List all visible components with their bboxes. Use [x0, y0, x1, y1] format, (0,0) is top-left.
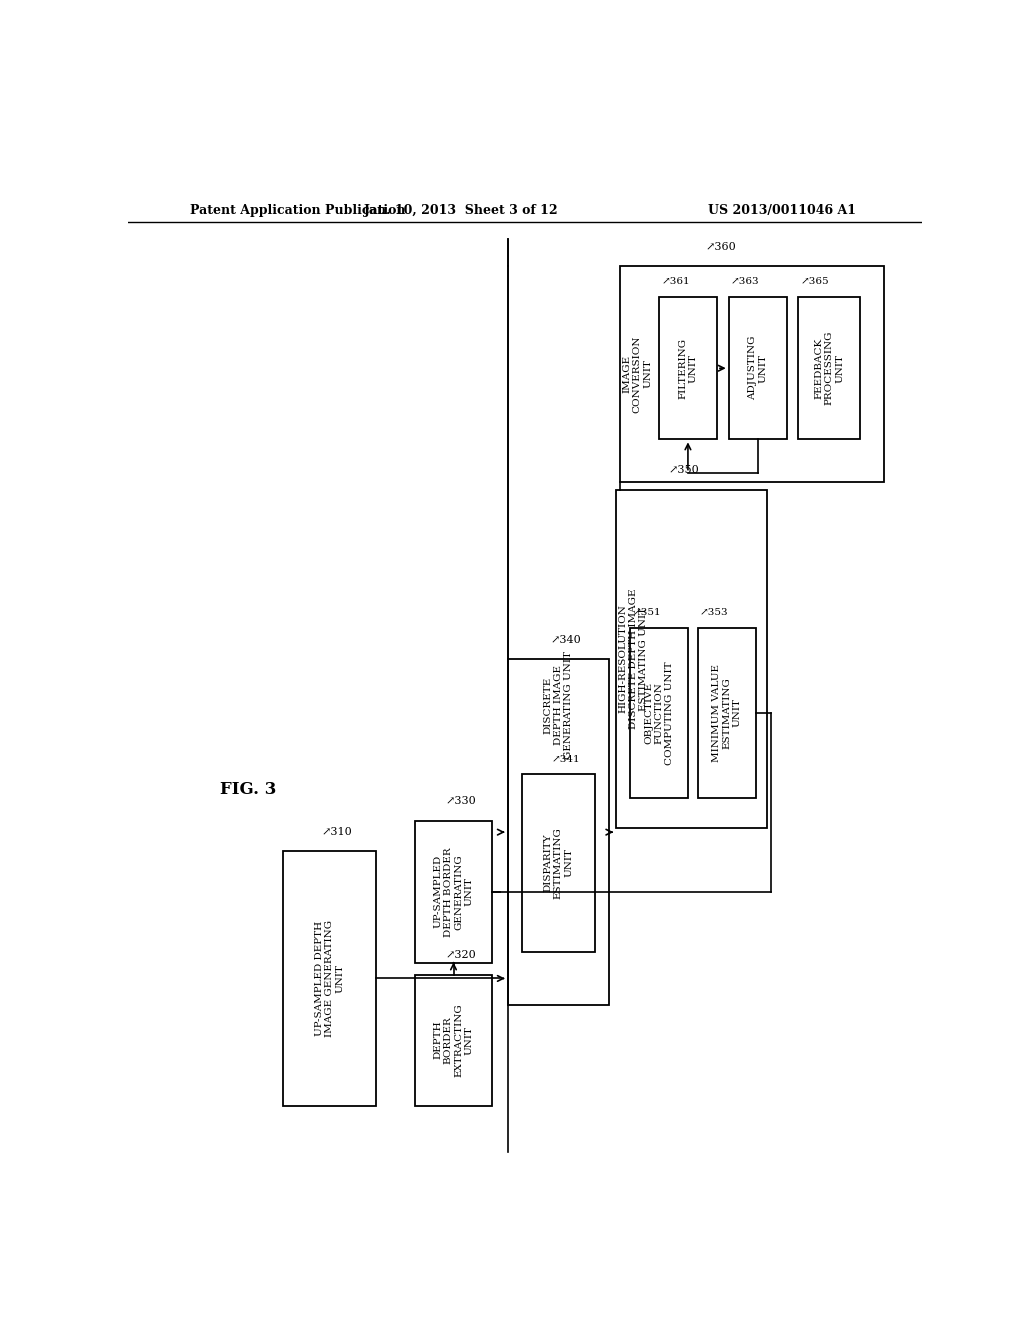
Bar — [508, 659, 608, 1006]
Bar — [616, 490, 767, 829]
Text: ↗350: ↗350 — [669, 465, 699, 475]
Bar — [630, 628, 688, 797]
Text: DEPTH
BORDER
EXTRACTING
UNIT: DEPTH BORDER EXTRACTING UNIT — [433, 1003, 473, 1077]
Bar — [729, 297, 786, 440]
Text: ADJUSTING
UNIT: ADJUSTING UNIT — [748, 337, 767, 400]
Text: US 2013/0011046 A1: US 2013/0011046 A1 — [709, 205, 856, 218]
Text: FILTERING
UNIT: FILTERING UNIT — [678, 338, 697, 399]
Bar — [799, 297, 860, 440]
Bar — [621, 267, 884, 482]
Text: ↗310: ↗310 — [322, 828, 352, 837]
Bar — [521, 775, 595, 952]
Text: ↗320: ↗320 — [445, 950, 476, 961]
Text: Patent Application Publication: Patent Application Publication — [190, 205, 406, 218]
Text: ↗353: ↗353 — [700, 609, 728, 618]
Text: OBJECTIVE
FUNCTION
COMPUTING UNIT: OBJECTIVE FUNCTION COMPUTING UNIT — [644, 661, 674, 764]
Text: ↗360: ↗360 — [706, 242, 736, 252]
Text: ↗351: ↗351 — [633, 609, 662, 618]
Text: ↗341: ↗341 — [552, 755, 581, 763]
Bar — [658, 297, 717, 440]
Bar — [415, 821, 493, 964]
Text: HIGH-RESOLUTION
DISCRETE DEPTH IMAGE
ESTIMATING UNIT: HIGH-RESOLUTION DISCRETE DEPTH IMAGE EST… — [618, 589, 648, 729]
Text: ↗340: ↗340 — [550, 635, 582, 644]
Text: DISCRETE
DEPTH IMAGE
GENERATING UNIT: DISCRETE DEPTH IMAGE GENERATING UNIT — [543, 651, 573, 759]
Text: ↗365: ↗365 — [801, 277, 829, 286]
Text: IMAGE
CONVERSION
UNIT: IMAGE CONVERSION UNIT — [623, 335, 652, 413]
Text: ↗330: ↗330 — [445, 796, 476, 807]
Bar — [283, 851, 376, 1105]
Bar — [415, 974, 493, 1106]
Text: FEEDBACK
PROCESSING
UNIT: FEEDBACK PROCESSING UNIT — [814, 331, 844, 405]
Text: ↗361: ↗361 — [662, 277, 690, 286]
Text: MINIMUM VALUE
ESTIMATING
UNIT: MINIMUM VALUE ESTIMATING UNIT — [712, 664, 741, 762]
Bar — [697, 628, 756, 797]
Text: DISPARITY
ESTIMATING
UNIT: DISPARITY ESTIMATING UNIT — [543, 828, 573, 899]
Text: ↗363: ↗363 — [731, 277, 760, 286]
Text: UP-SAMPLED DEPTH
IMAGE GENERATING
UNIT: UP-SAMPLED DEPTH IMAGE GENERATING UNIT — [314, 920, 344, 1038]
Text: UP-SAMPLED
DEPTH BORDER
GENERATING
UNIT: UP-SAMPLED DEPTH BORDER GENERATING UNIT — [433, 847, 473, 937]
Text: FIG. 3: FIG. 3 — [220, 781, 276, 799]
Text: Jan. 10, 2013  Sheet 3 of 12: Jan. 10, 2013 Sheet 3 of 12 — [364, 205, 558, 218]
